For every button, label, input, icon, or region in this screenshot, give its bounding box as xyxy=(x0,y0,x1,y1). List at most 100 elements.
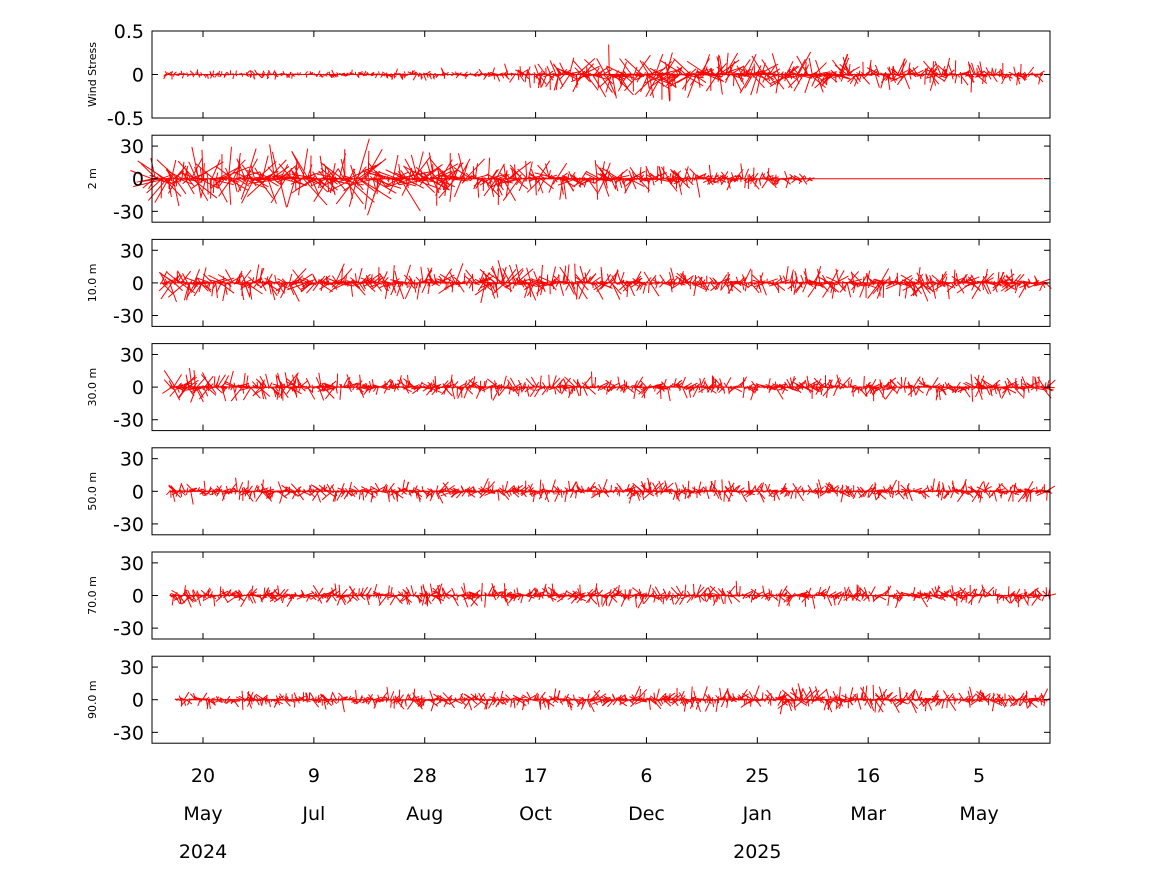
stick xyxy=(840,53,849,75)
stick xyxy=(485,178,490,188)
stick xyxy=(291,166,300,179)
stick xyxy=(759,74,773,87)
stick xyxy=(553,74,560,91)
stick xyxy=(541,74,548,88)
stick xyxy=(310,178,327,187)
stick xyxy=(559,74,571,90)
stick xyxy=(953,269,956,283)
stick xyxy=(690,178,694,184)
stick xyxy=(1001,74,1004,80)
stick xyxy=(166,178,173,183)
stick xyxy=(971,74,974,83)
stick xyxy=(740,74,745,85)
stick xyxy=(967,61,972,75)
stick xyxy=(552,64,563,75)
stick xyxy=(971,62,976,75)
stick xyxy=(725,52,729,75)
stick xyxy=(170,71,174,75)
stick xyxy=(1016,74,1019,86)
stick xyxy=(901,58,905,75)
stick xyxy=(375,386,379,395)
stick xyxy=(976,67,978,75)
stick xyxy=(988,74,992,80)
stick xyxy=(130,170,153,180)
stick xyxy=(210,74,213,79)
stick xyxy=(385,74,388,78)
stick xyxy=(608,44,610,75)
stick xyxy=(453,162,461,179)
stick xyxy=(217,178,226,189)
stick xyxy=(219,282,235,294)
stick xyxy=(352,168,358,179)
stick xyxy=(403,165,428,180)
stick xyxy=(527,161,533,179)
stick xyxy=(526,178,542,193)
stick xyxy=(666,74,672,82)
stick xyxy=(624,58,643,75)
stick xyxy=(695,178,701,198)
stick xyxy=(294,165,300,179)
stick xyxy=(628,170,633,179)
stick xyxy=(195,163,214,180)
stick xyxy=(211,159,221,179)
stick xyxy=(458,158,471,179)
stick xyxy=(562,174,570,180)
stick xyxy=(744,282,748,292)
stick xyxy=(1023,282,1026,288)
stick xyxy=(770,74,792,85)
stick xyxy=(558,74,565,81)
stick xyxy=(808,57,813,75)
stick xyxy=(502,178,520,201)
stick xyxy=(1038,74,1042,85)
stick xyxy=(436,167,441,179)
stick xyxy=(616,271,622,284)
stick xyxy=(181,74,185,79)
stick xyxy=(851,74,859,85)
stick xyxy=(540,264,543,283)
stick xyxy=(256,161,277,180)
stick xyxy=(407,374,410,388)
stick xyxy=(815,59,821,75)
stick xyxy=(391,74,394,80)
stick xyxy=(475,178,483,190)
stick xyxy=(804,74,812,94)
stick xyxy=(991,67,995,75)
stick xyxy=(557,178,577,186)
stick xyxy=(250,178,284,184)
stick xyxy=(358,178,376,192)
stick xyxy=(380,74,384,78)
stick xyxy=(534,172,559,180)
stick xyxy=(909,74,912,80)
stick xyxy=(701,54,711,75)
stick xyxy=(496,178,502,192)
stick xyxy=(602,69,613,75)
stick xyxy=(250,164,256,179)
stick xyxy=(605,67,611,75)
stick xyxy=(761,178,769,189)
stick xyxy=(537,74,543,89)
stick xyxy=(271,151,279,179)
stick xyxy=(403,71,406,75)
stick xyxy=(619,58,632,75)
stick xyxy=(834,64,848,75)
stick xyxy=(367,150,370,179)
stick xyxy=(514,174,518,179)
stick xyxy=(581,170,588,179)
stick xyxy=(319,178,338,189)
stick xyxy=(478,68,484,75)
stick xyxy=(624,74,640,92)
stick xyxy=(213,376,216,388)
stick xyxy=(279,178,287,208)
stick xyxy=(392,154,399,179)
ytick-label: 0.5 xyxy=(114,21,144,43)
stick xyxy=(429,158,447,180)
stick xyxy=(659,282,665,288)
stick xyxy=(479,178,491,186)
stick xyxy=(669,74,691,87)
stick xyxy=(767,74,777,85)
stick xyxy=(951,74,954,80)
stick xyxy=(751,74,765,89)
stick xyxy=(888,276,891,283)
stick xyxy=(739,59,751,75)
